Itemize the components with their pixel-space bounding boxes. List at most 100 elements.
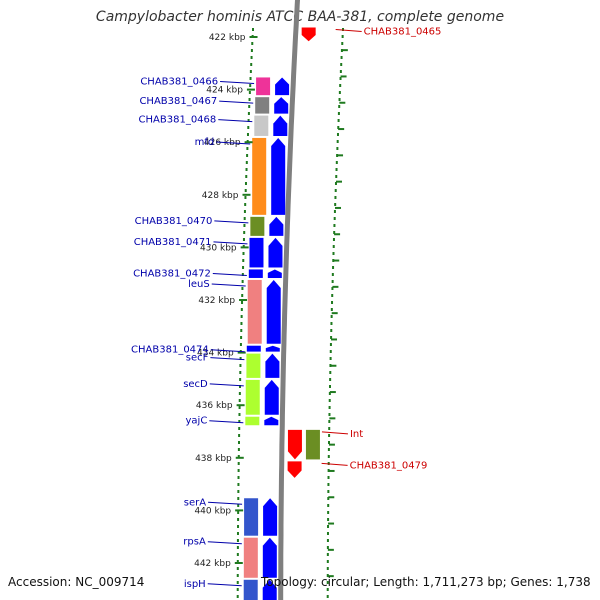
gene-feature [247,279,262,344]
ruler-dot [236,574,239,577]
scale-tick [244,141,253,144]
ruler-dot [326,546,329,549]
gene-label: secD [183,379,208,390]
gene-arrow [275,77,290,96]
ruler-dot [239,357,242,360]
scale-label: 436 kbp [196,401,233,411]
scale-tick [246,88,255,91]
ruler-tick [341,49,348,52]
scale-tick [242,193,251,196]
ruler-dot [239,364,242,367]
ruler-dot [333,217,336,220]
ruler-dot [330,308,333,311]
ruler-dot [241,273,244,276]
label-leader [209,383,244,387]
ruler-dot [340,63,343,66]
ruler-dot [331,273,334,276]
ruler-dot [238,420,241,423]
label-leader [219,100,254,104]
outer-ruler [326,28,348,598]
ruler-dot [244,189,247,192]
ruler-tick [329,391,336,394]
ruler-dot [237,469,240,472]
gene-label: CHAB381_0472 [133,268,211,279]
ruler-dot [327,455,330,458]
ruler-dot [328,434,331,437]
gene-label: CHAB381_0465 [364,26,442,37]
label-leader [216,141,251,145]
ruler-tick [339,101,346,104]
ruler-dot [330,329,333,332]
ruler-dot [339,77,342,80]
label-leader [321,431,348,435]
scale-tick [234,562,243,564]
gene-arrow [273,115,288,136]
ruler-dot [236,553,239,556]
ruler-dot [245,168,248,171]
ruler-dot [332,252,335,255]
ruler-dot [247,126,250,129]
label-leader [213,241,248,245]
gene-label: yajC [186,416,208,427]
ruler-dot [333,224,336,227]
ruler-dot [333,210,336,213]
ruler-dot [338,98,341,101]
gene-label: CHAB381_0479 [350,460,428,471]
ruler-dot [340,56,343,59]
ruler-dot [327,511,330,514]
gene-feature [246,345,261,352]
gene-arrow [265,345,280,352]
ruler-dot [241,294,244,297]
ruler-dot [327,483,330,486]
scale-tick [235,509,244,512]
ruler-dot [341,28,344,31]
ruler-dot [238,406,241,409]
scale-label: 432 kbp [198,296,235,306]
ruler-dot [246,133,249,136]
ruler-tick [333,259,340,262]
ruler-dot [250,56,253,59]
ruler-dot [241,280,244,283]
scale-label: 422 kbp [209,33,246,43]
ruler-dot [236,532,239,535]
ruler-tick [331,312,338,315]
ruler-dot [332,238,335,241]
gene-label: secF [186,353,209,364]
gene-arrow [269,216,284,236]
map-title: Campylobacter hominis ATCC BAA-381, comp… [95,9,505,25]
ruler-dot [331,294,334,297]
ruler-dot [335,161,338,164]
ruler-dot [237,518,240,521]
ruler-tick [338,128,345,131]
ruler-dot [250,63,253,66]
label-leader [210,349,245,353]
ruler-dot [329,343,332,346]
ruler-dot [337,126,340,129]
scale-label: 442 kbp [194,559,231,569]
ruler-dot [249,77,252,80]
ruler-dot [247,119,250,122]
gene-feature [256,77,271,96]
gene-label: CHAB381_0471 [134,237,212,248]
label-leader [214,220,249,224]
ruler-dot [240,329,243,332]
scale-label: 430 kbp [200,243,237,253]
label-leader [218,119,253,123]
gene-arrow [271,137,286,215]
ruler-dot [336,140,339,143]
ruler-dot [331,280,334,283]
ruler-tick [328,496,335,499]
ruler-dot [240,336,243,339]
gene-label: ispH [184,579,206,590]
ruler-dot [246,147,249,150]
ruler-dot [247,112,250,115]
ruler-dot [244,203,247,206]
ruler-tick [335,206,342,209]
label-leader [207,541,242,545]
scale-tick [237,351,246,354]
ruler-dot [248,91,251,94]
ruler-tick [331,338,338,341]
ruler-dot [239,371,242,374]
